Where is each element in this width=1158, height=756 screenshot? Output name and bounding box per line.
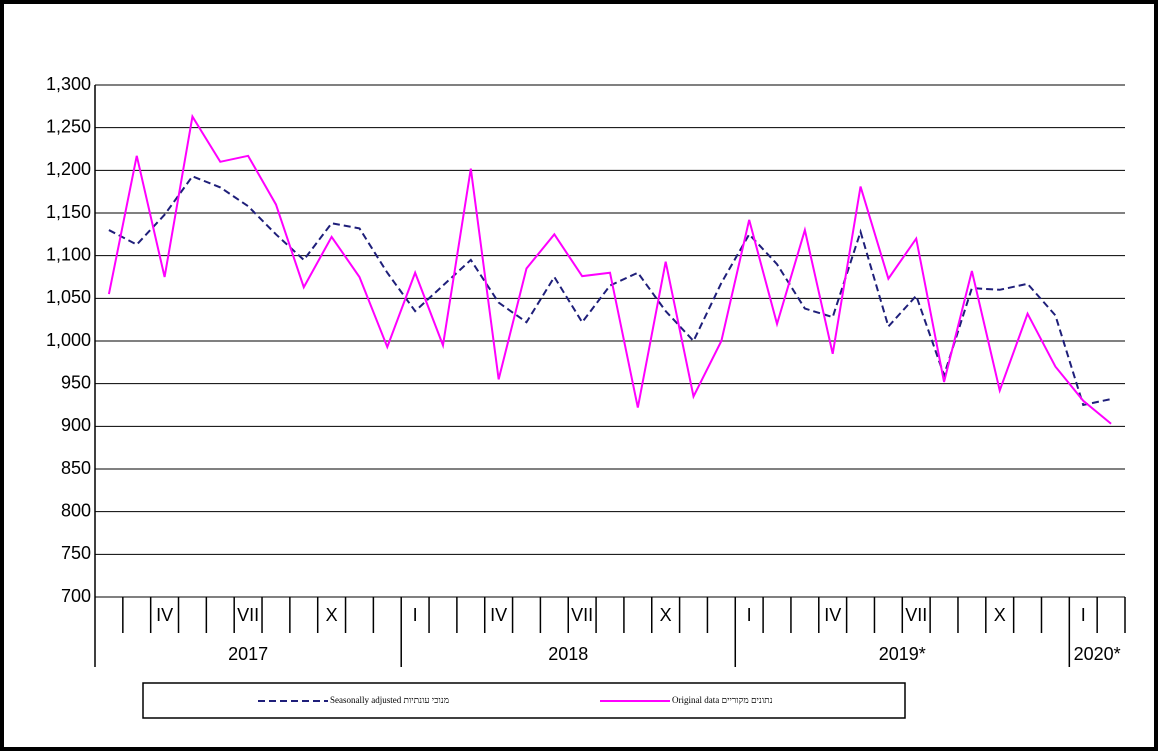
x-tick-label: I	[413, 605, 418, 625]
line-series	[107, 113, 1112, 425]
legend-label: Seasonally adjusted מנוכי עונתיות	[330, 695, 449, 705]
year-label: 2019*	[879, 644, 926, 664]
year-label: 2017	[228, 644, 268, 664]
y-tick-label: 1,150	[46, 202, 91, 222]
x-tick-label: I	[1081, 605, 1086, 625]
y-tick-label: 1,200	[46, 159, 91, 179]
y-tick-label: 950	[61, 372, 91, 392]
y-tick-label: 750	[61, 543, 91, 563]
x-tick-label: X	[326, 605, 338, 625]
x-tick-label: VII	[571, 605, 593, 625]
x-tick-label: I	[747, 605, 752, 625]
x-tick-label: VII	[905, 605, 927, 625]
x-tick-label: X	[994, 605, 1006, 625]
x-tick-label: IV	[156, 605, 173, 625]
x-tick-label: IV	[824, 605, 841, 625]
y-tick-label: 800	[61, 500, 91, 520]
x-tick-label: VII	[237, 605, 259, 625]
line-series	[108, 175, 1112, 407]
y-tick-label: 1,100	[46, 244, 91, 264]
year-label: 2018	[548, 644, 588, 664]
x-tick-label: X	[660, 605, 672, 625]
y-tick-label: 700	[61, 586, 91, 606]
legend-box	[142, 682, 906, 719]
y-tick-label: 850	[61, 458, 91, 478]
y-tick-label: 1,250	[46, 116, 91, 136]
y-tick-label: 1,300	[46, 74, 91, 94]
y-tick-label: 900	[61, 415, 91, 435]
year-label: 2020*	[1074, 644, 1121, 664]
x-tick-label: IV	[490, 605, 507, 625]
y-tick-label: 1,000	[46, 330, 91, 350]
y-tick-label: 1,050	[46, 287, 91, 307]
legend-label: Original data נתונים מקוריים	[672, 695, 773, 705]
